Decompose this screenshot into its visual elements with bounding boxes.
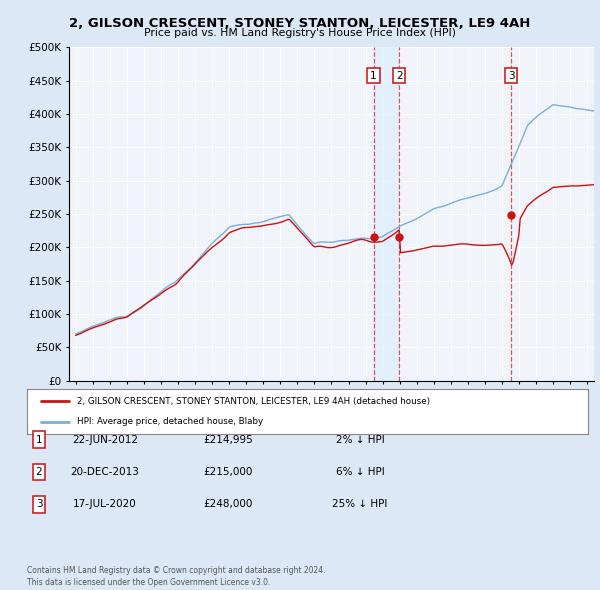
Text: 2: 2 [396, 71, 403, 80]
Text: 22-JUN-2012: 22-JUN-2012 [72, 435, 138, 444]
Text: £215,000: £215,000 [203, 467, 253, 477]
Text: 2, GILSON CRESCENT, STONEY STANTON, LEICESTER, LE9 4AH: 2, GILSON CRESCENT, STONEY STANTON, LEIC… [70, 17, 530, 30]
Text: 1: 1 [35, 435, 43, 444]
Bar [374, 47, 399, 381]
Text: £214,995: £214,995 [203, 435, 253, 444]
Text: 17-JUL-2020: 17-JUL-2020 [73, 500, 137, 509]
Text: Price paid vs. HM Land Registry's House Price Index (HPI): Price paid vs. HM Land Registry's House … [144, 28, 456, 38]
Text: 20-DEC-2013: 20-DEC-2013 [71, 467, 139, 477]
Text: Contains HM Land Registry data © Crown copyright and database right 2024.
This d: Contains HM Land Registry data © Crown c… [27, 566, 325, 587]
Text: HPI: Average price, detached house, Blaby: HPI: Average price, detached house, Blab… [77, 417, 263, 426]
Text: 25% ↓ HPI: 25% ↓ HPI [332, 500, 388, 509]
Text: 1: 1 [370, 71, 377, 80]
Text: 3: 3 [35, 500, 43, 509]
Text: 2, GILSON CRESCENT, STONEY STANTON, LEICESTER, LE9 4AH (detached house): 2, GILSON CRESCENT, STONEY STANTON, LEIC… [77, 397, 431, 406]
Text: 2: 2 [35, 467, 43, 477]
Text: 3: 3 [508, 71, 514, 80]
Text: 6% ↓ HPI: 6% ↓ HPI [335, 467, 385, 477]
Text: 2% ↓ HPI: 2% ↓ HPI [335, 435, 385, 444]
Text: £248,000: £248,000 [203, 500, 253, 509]
